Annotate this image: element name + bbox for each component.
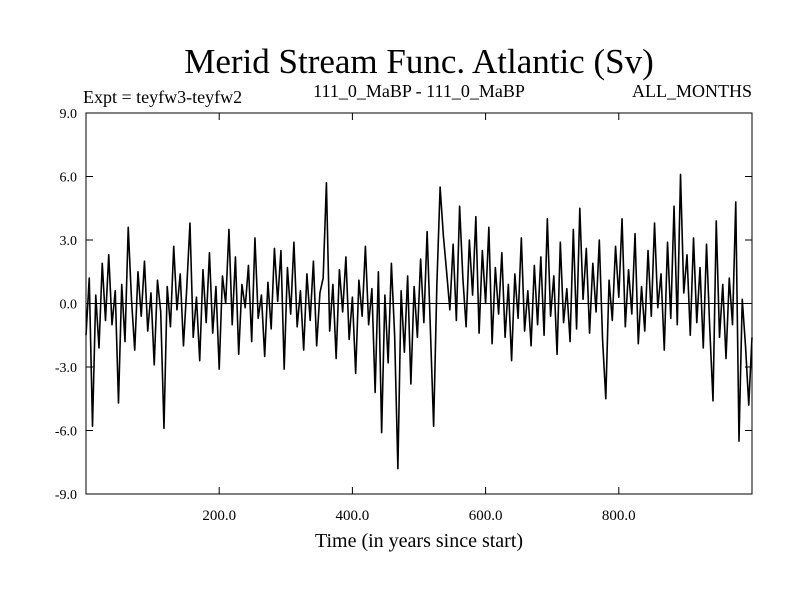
x-axis: 200.0 400.0 600.0 800.0: [202, 113, 636, 524]
chart-title: Merid Stream Func. Atlantic (Sv): [184, 42, 654, 81]
y-tick-label: 0.0: [60, 298, 78, 313]
x-axis-label: Time (in years since start): [315, 530, 523, 552]
y-tick-label: -3.0: [55, 361, 77, 376]
chart-subtitle-left: Expt = teyfw3-teyfw2: [83, 87, 242, 107]
x-tick-label: 600.0: [469, 508, 503, 524]
y-tick-label: -9.0: [55, 488, 77, 503]
y-tick-label: 3.0: [60, 234, 78, 249]
chart-subtitle-right: ALL_MONTHS: [632, 81, 752, 101]
series-line: [85, 173, 753, 470]
y-tick-label: 6.0: [60, 171, 78, 186]
y-tick-label: -6.0: [55, 425, 77, 440]
y-tick-label: 9.0: [60, 107, 78, 122]
x-tick-label: 200.0: [202, 508, 236, 524]
x-tick-label: 800.0: [602, 508, 636, 524]
chart-subtitle-center: 111_0_MaBP - 111_0_MaBP: [313, 81, 525, 101]
x-tick-label: 400.0: [336, 508, 370, 524]
